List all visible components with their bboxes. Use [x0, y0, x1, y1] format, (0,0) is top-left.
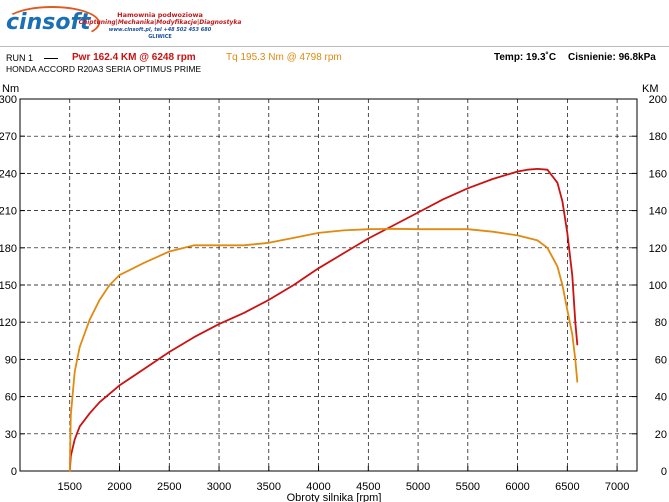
x-tick-label: 6500: [555, 481, 579, 493]
run-label: RUN 1: [6, 53, 34, 63]
torque-summary: Tq 195.3 Nm @ 4798 rpm: [226, 52, 342, 63]
x-tick-label: 2500: [157, 481, 181, 493]
power-summary: Pwr 162.4 KM @ 6248 rpm: [72, 52, 196, 63]
header-divider: [0, 46, 669, 47]
y-right-tick-label: 0: [661, 466, 667, 478]
y-left-tick-label: 30: [5, 429, 17, 441]
y-right-tick-label: 180: [649, 131, 667, 143]
y-right-axis-label: KM: [642, 83, 659, 95]
run-line-swatch: [44, 58, 58, 59]
x-tick-label: 2000: [107, 481, 131, 493]
y-left-tick-label: 150: [0, 280, 17, 292]
y-left-axis-label: Nm: [2, 83, 19, 95]
y-left-tick-label: 240: [0, 168, 17, 180]
vehicle-label: HONDA ACCORD R20A3 SERIA OPTIMUS PRIME: [6, 64, 202, 74]
y-left-tick-label: 270: [0, 131, 17, 143]
y-left-tick-label: 90: [5, 354, 17, 366]
y-left-tick-label: 120: [0, 317, 17, 329]
x-tick-label: 6000: [505, 481, 529, 493]
tagline-contact: www.cinsoft.pl, tel +48 502 453 680: [108, 27, 212, 33]
y-left-tick-label: 210: [0, 206, 17, 218]
y-right-tick-label: 20: [655, 429, 667, 441]
y-right-tick-label: 200: [649, 94, 667, 106]
y-left-tick-label: 300: [0, 94, 17, 106]
x-tick-label: 1500: [58, 481, 82, 493]
series-line-pwr: [68, 167, 579, 472]
y-right-tick-label: 160: [649, 168, 667, 180]
y-right-tick-label: 60: [655, 354, 667, 366]
chart-header: cinsoft Hamownia podwoziowa Chiptuning|M…: [0, 0, 669, 76]
y-right-tick-label: 80: [655, 317, 667, 329]
y-right-tick-label: 100: [649, 280, 667, 292]
x-tick-label: 4500: [356, 481, 380, 493]
y-left-tick-label: 60: [5, 392, 17, 404]
logo: cinsoft: [6, 10, 91, 35]
x-axis-label: Obroty silnika [rpm]: [287, 492, 382, 502]
x-tick-label: 4000: [306, 481, 330, 493]
y-left-tick-label: 180: [0, 243, 17, 255]
x-tick-label: 5500: [456, 481, 480, 493]
tagline-city: GLIWICE: [148, 34, 172, 40]
series-line-tq: [68, 227, 579, 472]
y-left-tick-label: 0: [11, 466, 17, 478]
x-tick-label: 7000: [605, 481, 629, 493]
tagline-title: Hamownia podwoziowa: [117, 11, 203, 19]
y-right-tick-label: 140: [649, 206, 667, 218]
x-tick-label: 3000: [207, 481, 231, 493]
y-right-tick-label: 120: [649, 243, 667, 255]
temperature-readout: Temp: 19.3˚C: [494, 52, 557, 63]
logo-swoosh-icon: [4, 6, 100, 40]
tagline-services: Chiptuning|Mechanika|Modyfikacje|Diagnos…: [78, 19, 242, 26]
x-tick-label: 5000: [406, 481, 430, 493]
y-right-tick-label: 40: [655, 392, 667, 404]
pressure-readout: Cisnienie: 96.8kPa: [568, 52, 656, 63]
x-tick-label: 3500: [257, 481, 281, 493]
